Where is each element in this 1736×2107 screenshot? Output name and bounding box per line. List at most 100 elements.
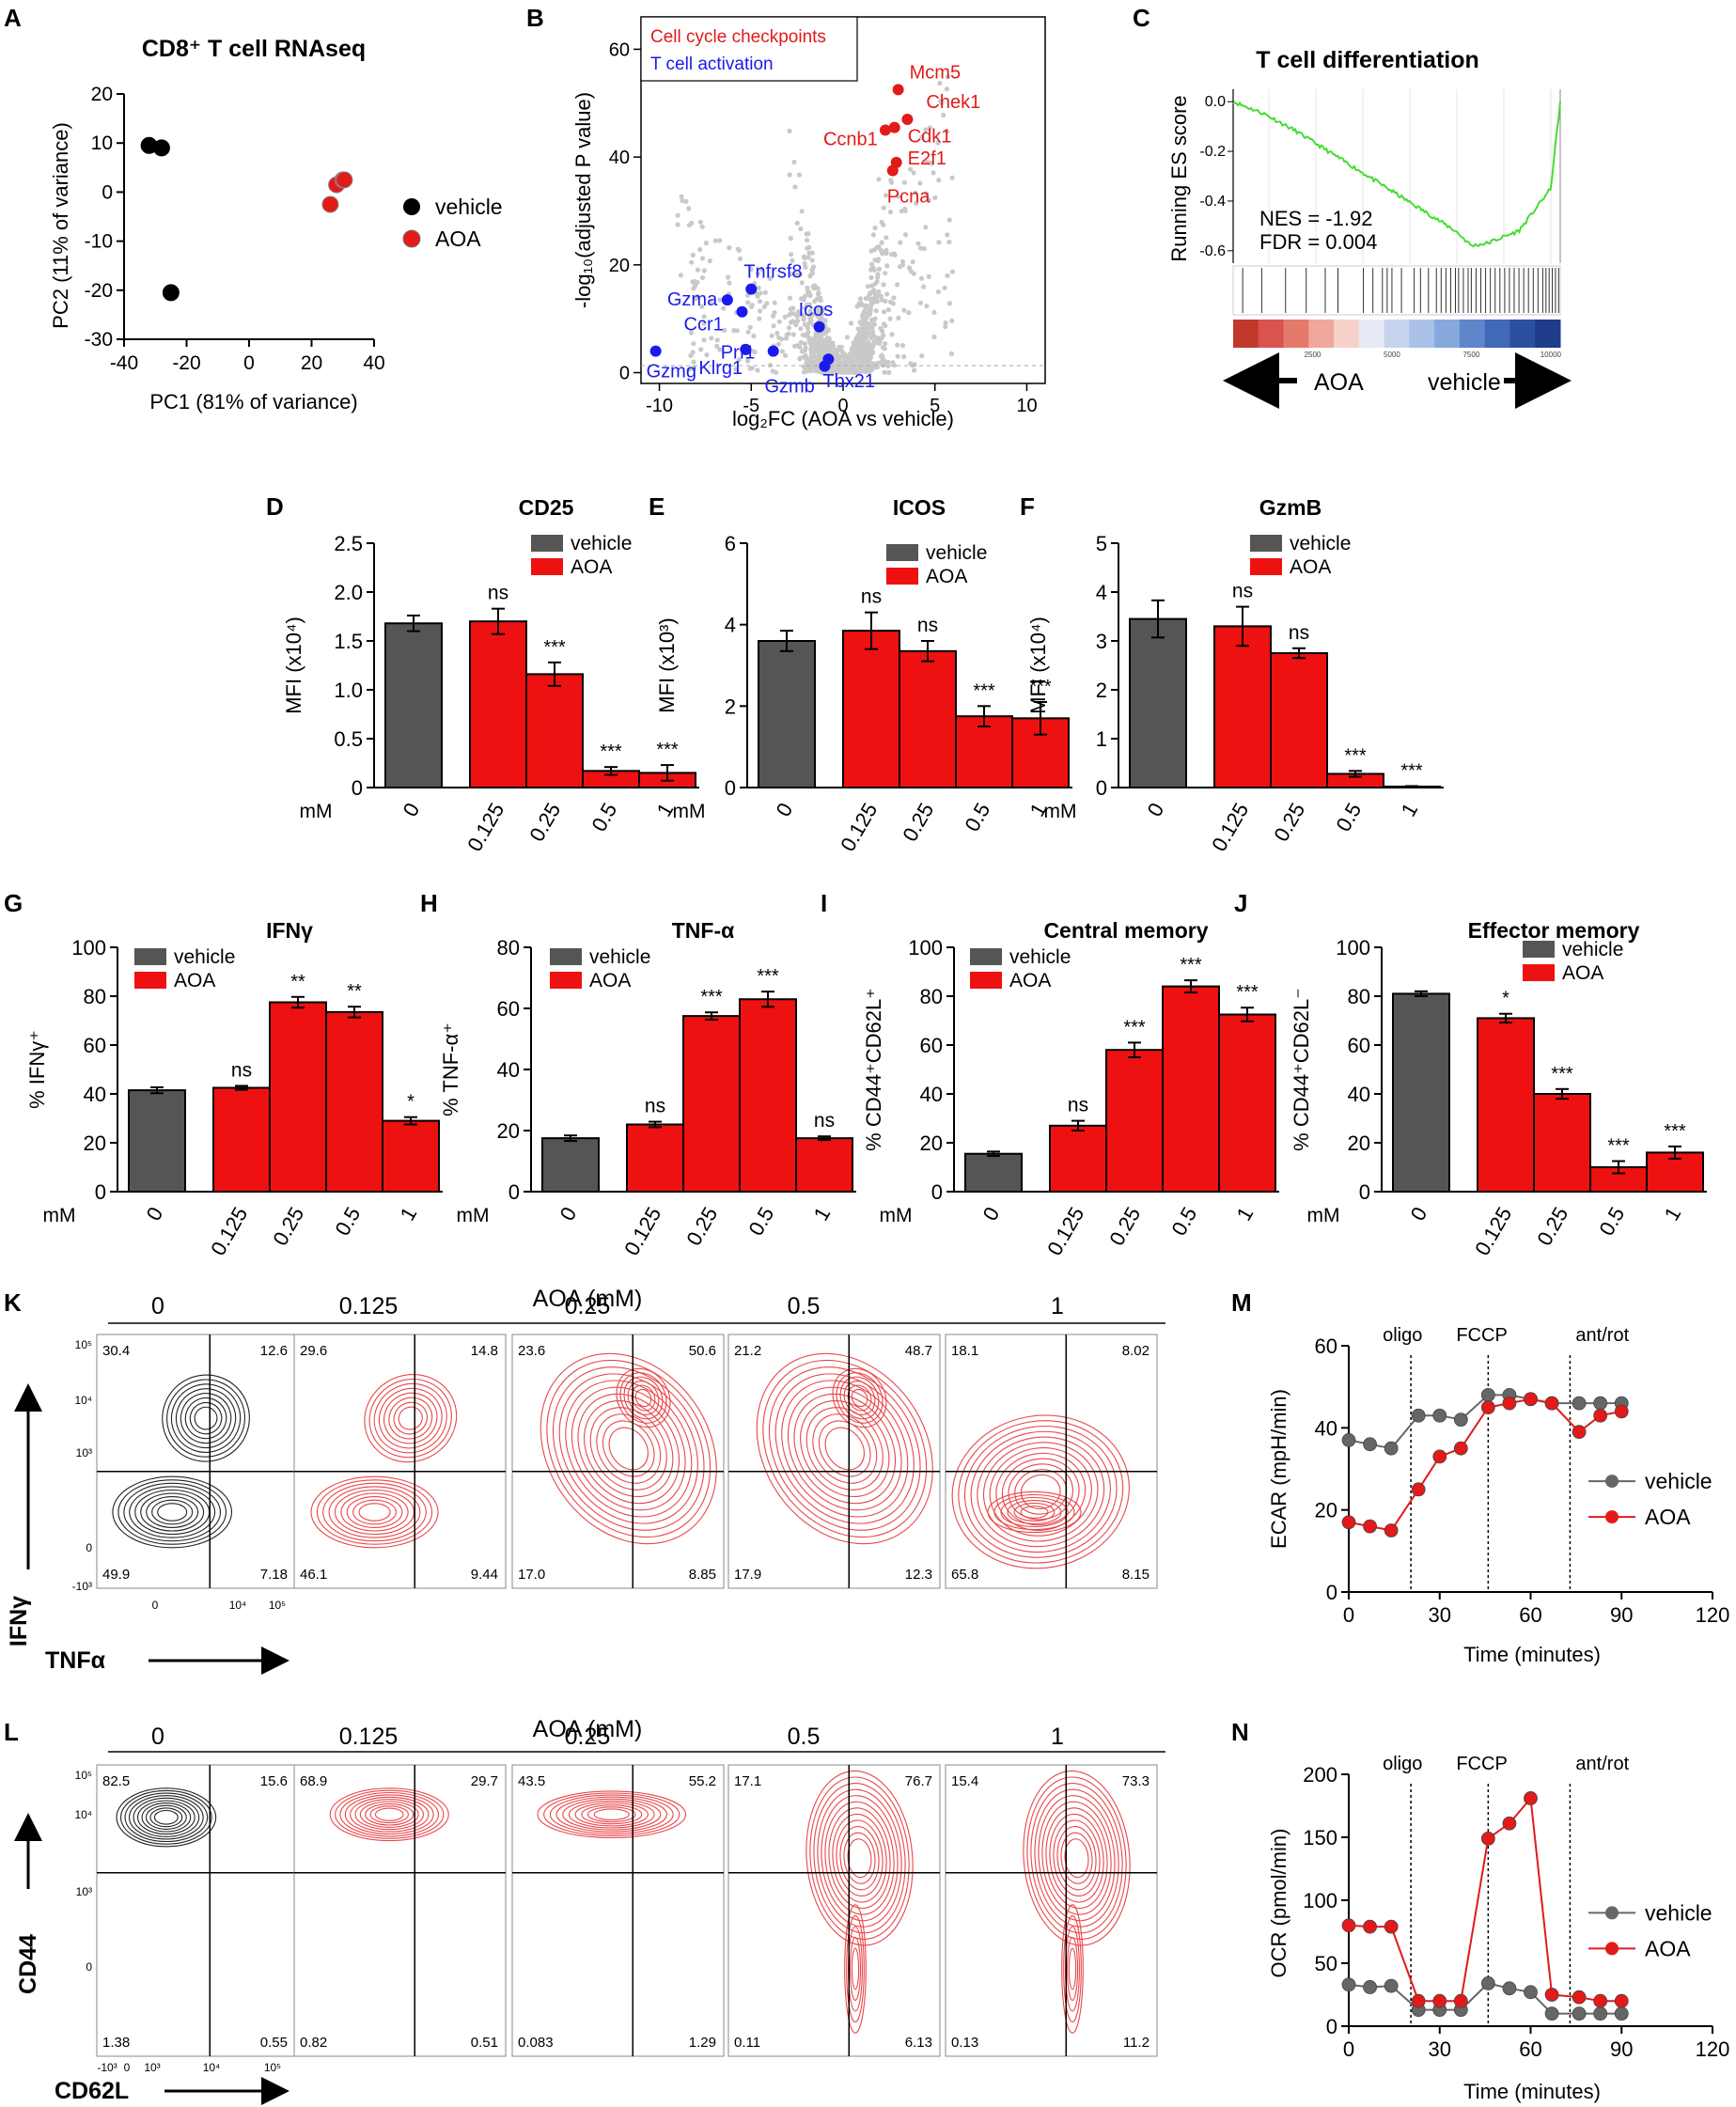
contour-line [166, 1379, 246, 1458]
contour-line [344, 1794, 434, 1835]
bar-ytick-label: 2.0 [334, 581, 363, 604]
bar-panel-j: J Effector memory 0 20 40 60 80 100 % CD44⁺CD62L… [1234, 889, 1707, 1259]
volcano-gene-label: E2f1 [908, 148, 946, 169]
bar-ytick-label: 4 [1096, 581, 1107, 604]
quadrant-ll-value: 1.38 [102, 2035, 130, 2051]
volcano-bg-point [842, 351, 848, 357]
bar-dose-tick-label: 0.5 [330, 1203, 365, 1240]
contour-line [989, 1446, 1092, 1537]
contour-line [1056, 1826, 1097, 1891]
volcano-bg-point [699, 304, 705, 309]
contour-line [1064, 1838, 1089, 1879]
volcano-bg-point [876, 289, 882, 294]
legend-marker-aoa [1605, 1510, 1619, 1524]
contour-line [146, 1496, 199, 1528]
volcano-bg-point [771, 313, 776, 319]
bar-ytick-label: 2 [725, 695, 736, 718]
contour-line [117, 1479, 227, 1545]
bar-panel-f: F GzmB 0 1 2 3 4 5 MFI (x10⁴) mM 0 ns 0.125 ns 0.25 ***… [1020, 492, 1444, 855]
gsea-title: T cell differentiation [1256, 47, 1479, 73]
bar-dose-tick-label: 1 [1232, 1203, 1259, 1225]
flow-xtick-label: -10³ [97, 2061, 117, 2074]
volcano-bg-point [868, 274, 874, 281]
dose-label: 0.25 [565, 1724, 611, 1750]
contour-line [180, 1393, 232, 1444]
volcano-bg-point [919, 134, 925, 140]
volcano-bg-point [707, 258, 712, 264]
bar-dose-tick-label: 0 [978, 1203, 1005, 1225]
significance-label: ns [488, 583, 508, 604]
significance-label: *** [656, 740, 679, 760]
quadrant-ul-value: 29.6 [300, 1343, 327, 1359]
volcano-bg-point [917, 180, 923, 186]
seahorse-point-vehicle [1341, 1977, 1356, 1992]
contour-line [540, 1352, 717, 1545]
seahorse-point-AOA [1480, 1831, 1495, 1846]
quadrant-ul-value: 68.9 [300, 1773, 327, 1789]
volcano-bg-point [921, 284, 927, 289]
contour-line [149, 1807, 183, 1828]
contour-line [577, 1393, 680, 1505]
volcano-bg-point [931, 334, 937, 340]
bar-dose-tick-label: 0.25 [268, 1203, 308, 1250]
contour-line [851, 1947, 860, 1990]
flow-ytick-label: 10⁵ [75, 1338, 92, 1351]
bar-ytick-label: 3 [1096, 630, 1107, 653]
contour-line [373, 1382, 447, 1454]
legend-swatch-vehicle [1523, 941, 1555, 958]
volcano-bg-point [752, 349, 758, 355]
contour-line [756, 1352, 933, 1545]
legend-swatch-vehicle [134, 948, 166, 965]
bar-dose-tick-label: 0.125 [1470, 1203, 1516, 1259]
dose-label: 1 [1051, 1724, 1064, 1750]
volcano-gene-point [879, 124, 891, 136]
legend-label-vehicle: vehicle [926, 542, 987, 564]
volcano-bg-point [802, 341, 808, 347]
volcano-bg-point [948, 351, 955, 356]
bar-aoa [795, 1137, 853, 1193]
volcano-bg-point [895, 342, 900, 348]
seahorse-point-vehicle [1432, 1408, 1447, 1423]
volcano-bg-point [882, 309, 887, 315]
contour-line [170, 1383, 242, 1453]
panel-k: K AOA (mM) IFNγ TNFα 0 0.125 0.25 0.5 1 30.4 1… [4, 1286, 1165, 1675]
contour-line [593, 1808, 630, 1821]
bar-dose-tick-label: 0.25 [1104, 1203, 1145, 1250]
contour-line [843, 1381, 876, 1415]
volcano-bg-point [878, 325, 884, 331]
volcano-bg-point [869, 351, 875, 356]
flow-xtick-label: 10⁵ [264, 2061, 281, 2074]
contour-line [1049, 1813, 1104, 1903]
quadrant-ur-value: 76.7 [905, 1773, 932, 1789]
seahorse-xtick-label: 60 [1519, 2037, 1541, 2061]
quadrant-ur-value: 15.6 [260, 1773, 288, 1789]
panel-l-xaxis: CD62L [55, 2078, 129, 2104]
volcano-bg-point [902, 232, 909, 238]
volcano-bg-point [693, 296, 698, 302]
bar-dose-tick-label: 0.25 [1269, 799, 1309, 846]
volcano-bg-point [816, 349, 821, 354]
bar-aoa [626, 1123, 684, 1193]
volcano-bg-point [802, 321, 808, 327]
volcano-axes: -10 -5 0 5 10 0 20 40 60 [609, 39, 1045, 416]
bar-dose-label: mM [1044, 801, 1077, 822]
volcano-bg-point [914, 200, 919, 206]
seahorse-point-vehicle [1572, 2006, 1587, 2021]
volcano-bg-point [887, 316, 893, 321]
volcano-bg-point [872, 340, 878, 346]
volcano-bg-point [897, 264, 903, 270]
contour-line [839, 1826, 880, 1891]
quadrant-lr-value: 0.51 [471, 2035, 498, 2051]
volcano-bg-point [848, 358, 853, 364]
pca-xtick-label: -40 [110, 352, 138, 374]
volcano-bg-point [842, 359, 848, 365]
panel-a-title: CD8⁺ T cell RNAseq [142, 36, 366, 62]
volcano-bg-point [858, 301, 864, 306]
volcano-bg-point [912, 367, 917, 373]
seahorse-point-vehicle [1480, 1388, 1495, 1402]
bar-ytick-label: 0 [95, 1180, 106, 1204]
contour-line [847, 1838, 872, 1879]
seahorse-point-AOA [1593, 1993, 1608, 2008]
injection-label: oligo [1383, 1754, 1422, 1774]
contour-line [141, 1803, 192, 1833]
